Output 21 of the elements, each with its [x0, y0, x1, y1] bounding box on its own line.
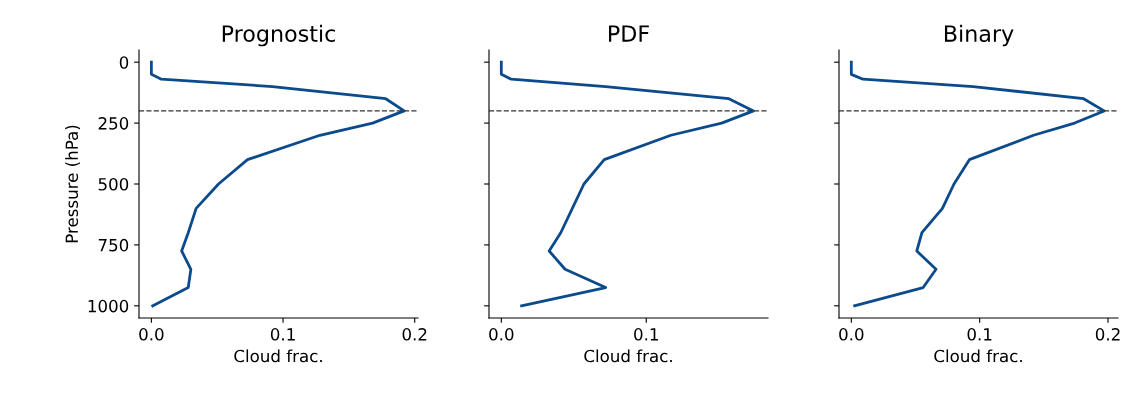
- x-tick-label: 0.2: [402, 328, 427, 341]
- x-axis-title: Cloud frac.: [234, 349, 322, 363]
- line-series: [149, 60, 406, 308]
- y-tick-label: 0: [119, 56, 129, 69]
- x-tick-label: 0.2: [1095, 328, 1120, 341]
- chart-title: Binary: [944, 24, 1014, 47]
- x-tick-label: 0.1: [634, 328, 658, 341]
- x-tick-label: 0.0: [839, 328, 864, 341]
- x-tick-label: 0.0: [489, 328, 514, 341]
- chart-title: PDF: [609, 25, 649, 42]
- x-tick-label: 0.0: [139, 328, 164, 341]
- y-tick-label: 250: [98, 117, 129, 130]
- y-tick-label: 1000: [88, 299, 129, 313]
- y-axis-title: Pressure (hPa): [65, 125, 81, 243]
- x-tick-label: 0.1: [270, 328, 295, 341]
- x-tick-label: 0.1: [967, 328, 992, 341]
- x-axis-title: Cloud frac.: [934, 349, 1022, 363]
- chart-title: Prognostic: [222, 24, 335, 47]
- x-axis-title: Cloud frac.: [584, 349, 672, 363]
- y-tick-label: 750: [98, 238, 129, 252]
- y-tick-label: 500: [98, 177, 129, 191]
